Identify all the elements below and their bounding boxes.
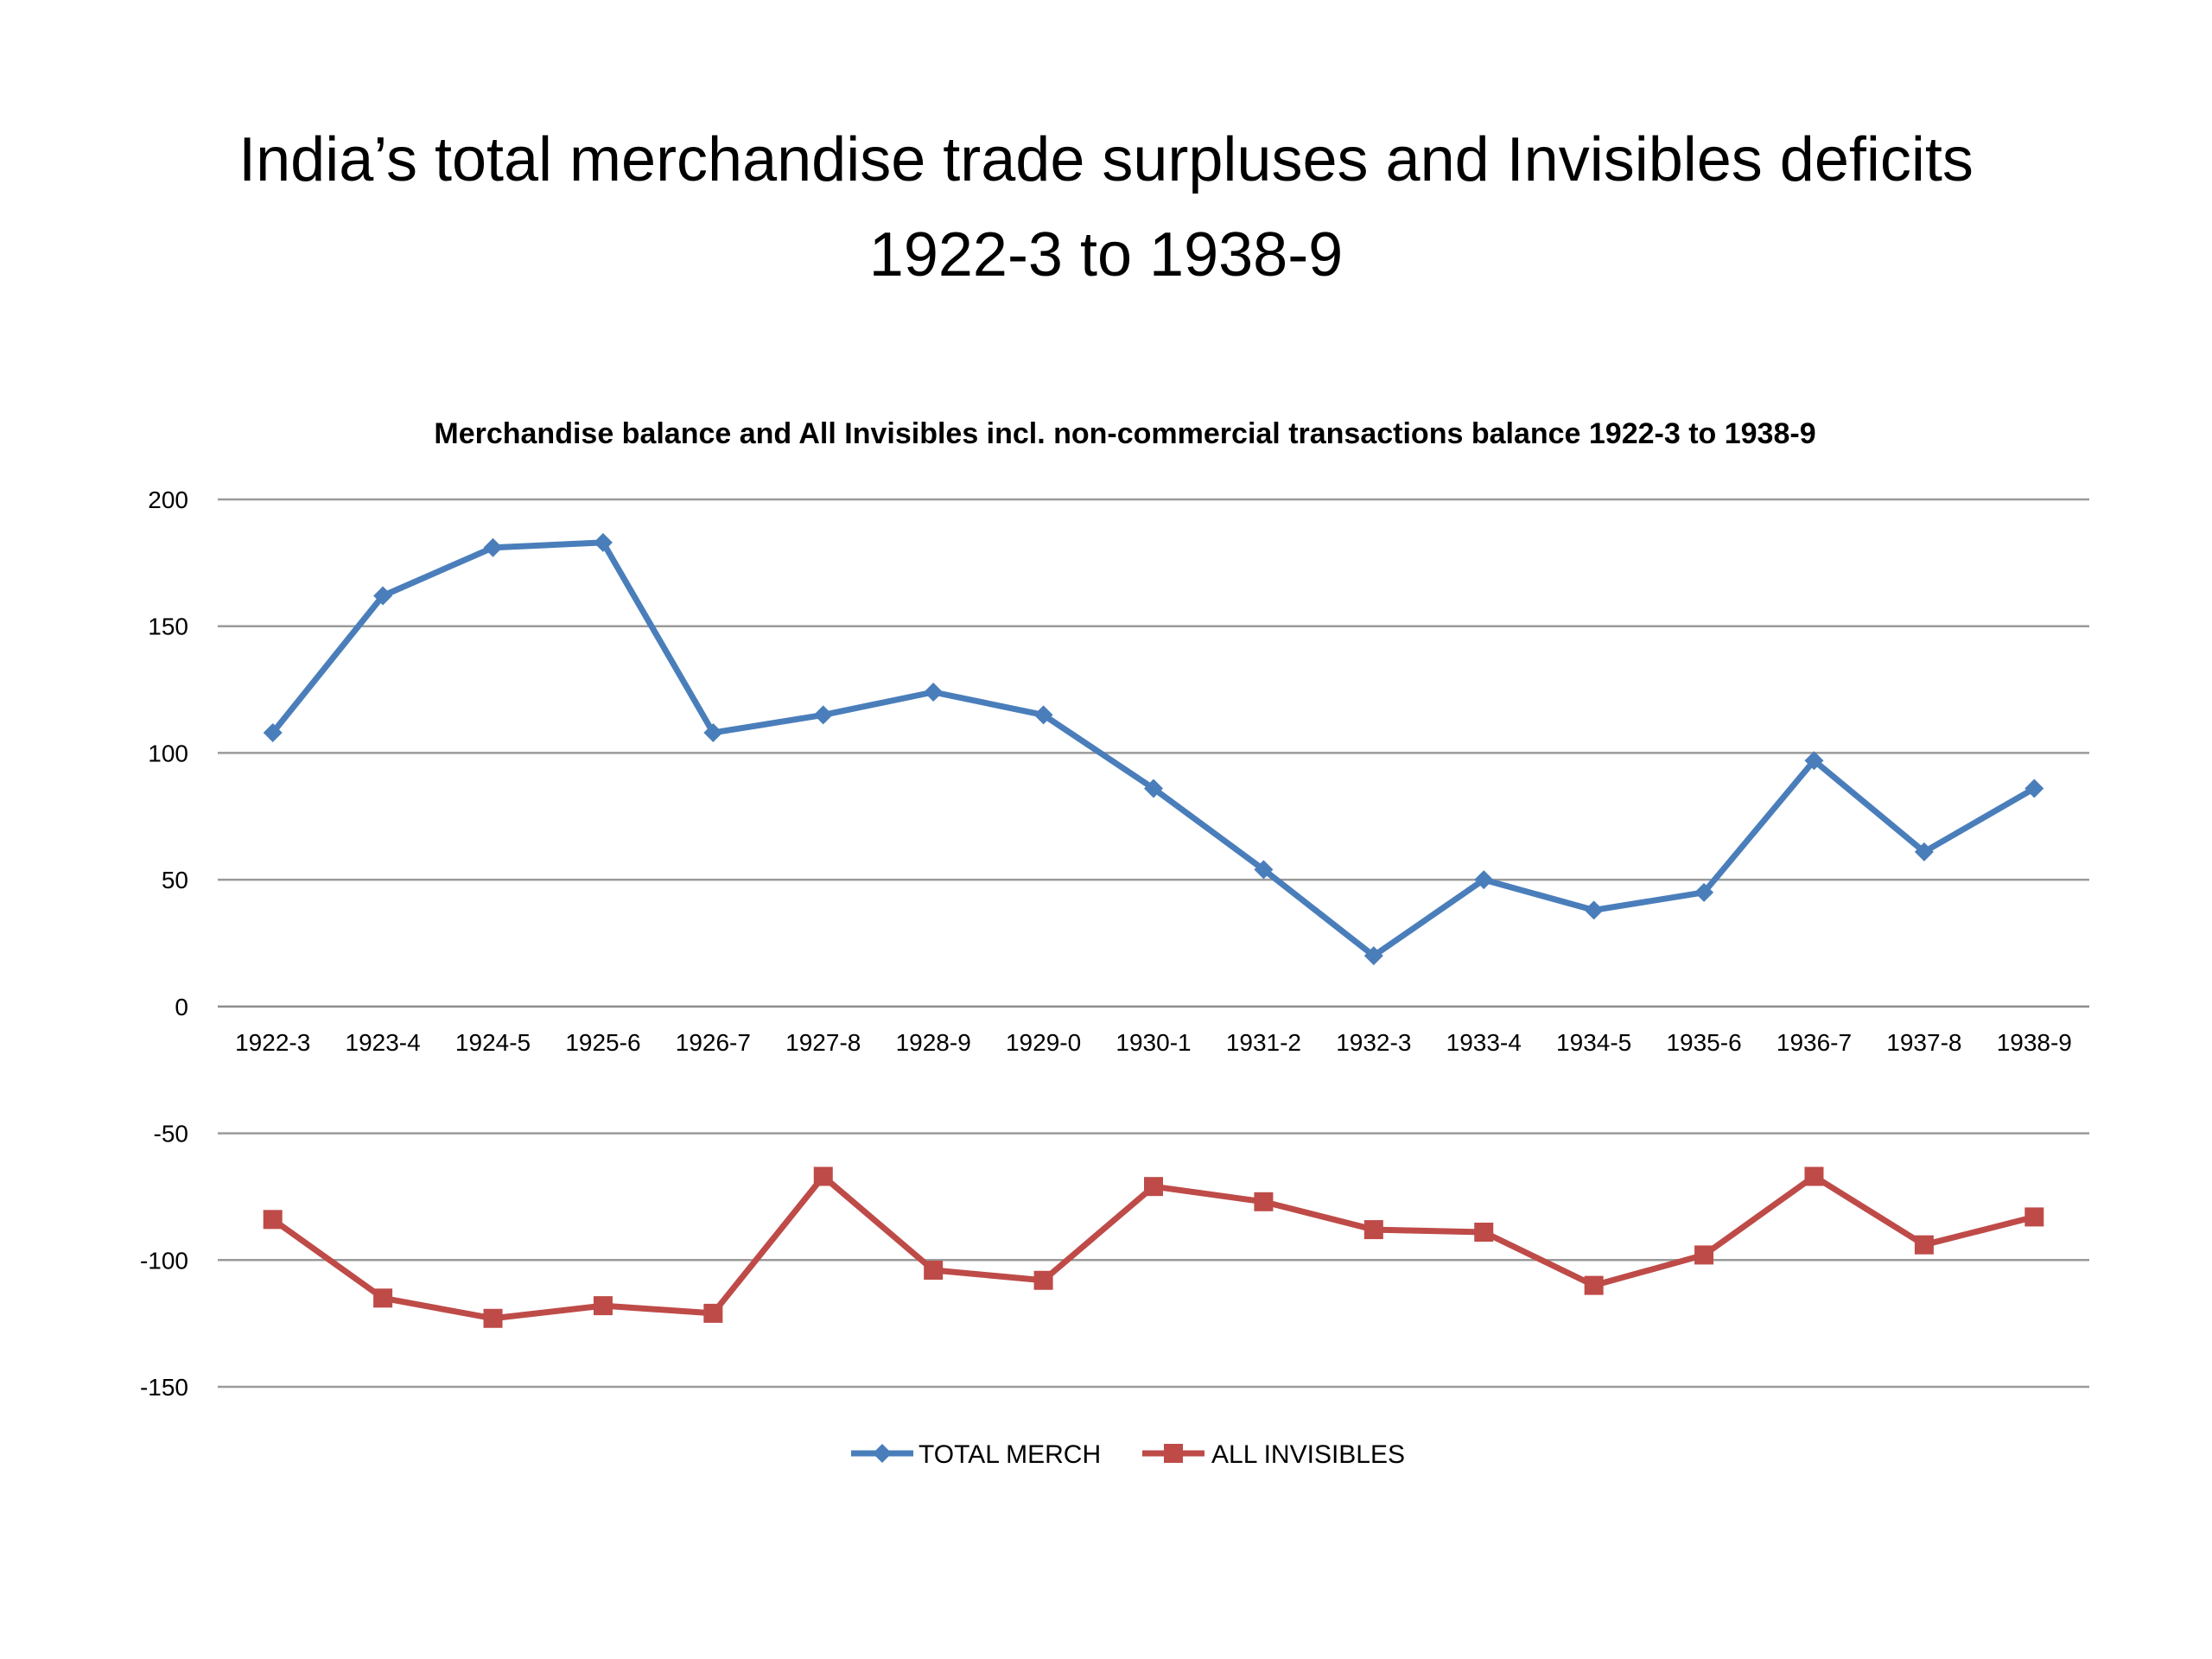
data-point: [1144, 779, 1163, 798]
x-tick-label: 1936-7: [1777, 1029, 1852, 1056]
y-tick-label: 150: [148, 613, 188, 640]
series-all-invisibles: [263, 1166, 2044, 1328]
x-axis-tick-labels: 1922-3 1923-4 1924-5 1925-6 1926-7 1927-8 1928…: [235, 1029, 2072, 1056]
data-point: [2024, 1207, 2044, 1227]
data-point: [1584, 900, 1604, 920]
data-point: [924, 683, 944, 702]
slide-title-line-2: 1922-3 to 1938-9: [868, 220, 1344, 289]
x-tick-label: 1938-9: [1997, 1029, 2072, 1056]
data-point: [924, 1261, 944, 1281]
y-tick-label: 0: [175, 994, 188, 1020]
series-line: [270, 1173, 2036, 1322]
data-point: [1474, 1223, 1494, 1243]
data-point: [1694, 882, 1714, 902]
legend-label: ALL INVISIBLES: [1211, 1440, 1405, 1469]
x-tick-label: 1930-1: [1116, 1029, 1191, 1056]
legend-item: TOTAL MERCH: [851, 1440, 1101, 1469]
y-tick-label: 100: [148, 740, 188, 766]
data-point: [1914, 842, 1934, 861]
legend: TOTAL MERCH ALL INVISIBLES: [851, 1440, 1405, 1469]
data-point: [1584, 1275, 1604, 1295]
y-tick-label: 50: [162, 867, 188, 893]
data-point: [593, 532, 613, 552]
x-tick-label: 1923-4: [346, 1029, 421, 1056]
data-point: [703, 1303, 723, 1323]
x-tick-label: 1927-8: [785, 1029, 861, 1056]
data-point: [1363, 946, 1383, 966]
x-tick-label: 1937-8: [1886, 1029, 1961, 1056]
series-total-merch: [263, 532, 2044, 966]
legend-marker: [1164, 1444, 1183, 1463]
legend-item: ALL INVISIBLES: [1142, 1440, 1405, 1469]
data-point: [1804, 751, 1824, 771]
legend-marker: [873, 1444, 892, 1463]
data-point: [263, 1210, 283, 1230]
data-point: [1694, 1245, 1714, 1265]
data-point: [2024, 779, 2044, 798]
x-tick-label: 1935-6: [1666, 1029, 1741, 1056]
grid-lines: [218, 498, 2089, 1389]
x-tick-label: 1929-0: [1006, 1029, 1081, 1056]
data-point: [263, 722, 283, 742]
x-tick-label: 1934-5: [1556, 1029, 1631, 1056]
data-point: [483, 1308, 503, 1328]
x-tick-label: 1922-3: [235, 1029, 310, 1056]
data-point: [703, 722, 723, 742]
data-point: [1254, 1192, 1274, 1211]
data-point: [813, 705, 833, 725]
x-tick-label: 1926-7: [676, 1029, 751, 1056]
x-tick-label: 1925-6: [565, 1029, 640, 1056]
data-point: [1914, 1235, 1934, 1255]
x-tick-label: 1933-4: [1446, 1029, 1522, 1056]
data-point: [1254, 860, 1274, 880]
series: [263, 532, 2044, 1328]
data-point: [483, 537, 503, 557]
y-tick-label: -50: [154, 1121, 188, 1147]
data-point: [1804, 1166, 1824, 1186]
y-tick-label: -100: [140, 1247, 188, 1274]
data-point: [373, 1288, 393, 1308]
slide-title-line-1: India’s total merchandise trade surpluse…: [238, 125, 1974, 194]
x-tick-label: 1931-2: [1226, 1029, 1301, 1056]
data-point: [1474, 870, 1494, 890]
y-tick-label: -150: [140, 1374, 188, 1401]
data-point: [813, 1166, 833, 1186]
x-tick-label: 1928-9: [896, 1029, 971, 1056]
y-axis-tick-labels: 200 150 100 50 0 -50 -100 -150: [140, 486, 188, 1401]
series-line: [270, 539, 2037, 959]
data-point: [1033, 705, 1053, 725]
data-point: [1033, 1270, 1053, 1290]
x-tick-label: 1924-5: [455, 1029, 531, 1056]
legend-label: TOTAL MERCH: [918, 1440, 1101, 1469]
data-point: [1144, 1177, 1163, 1197]
data-point: [1363, 1220, 1383, 1240]
data-point: [373, 586, 393, 606]
data-point: [593, 1296, 613, 1316]
y-tick-label: 200: [148, 486, 188, 513]
chart-title: Merchandise balance and All Invisibles i…: [434, 417, 1815, 450]
slide-title: India’s total merchandise trade surpluse…: [0, 112, 2212, 302]
x-tick-label: 1932-3: [1336, 1029, 1411, 1056]
